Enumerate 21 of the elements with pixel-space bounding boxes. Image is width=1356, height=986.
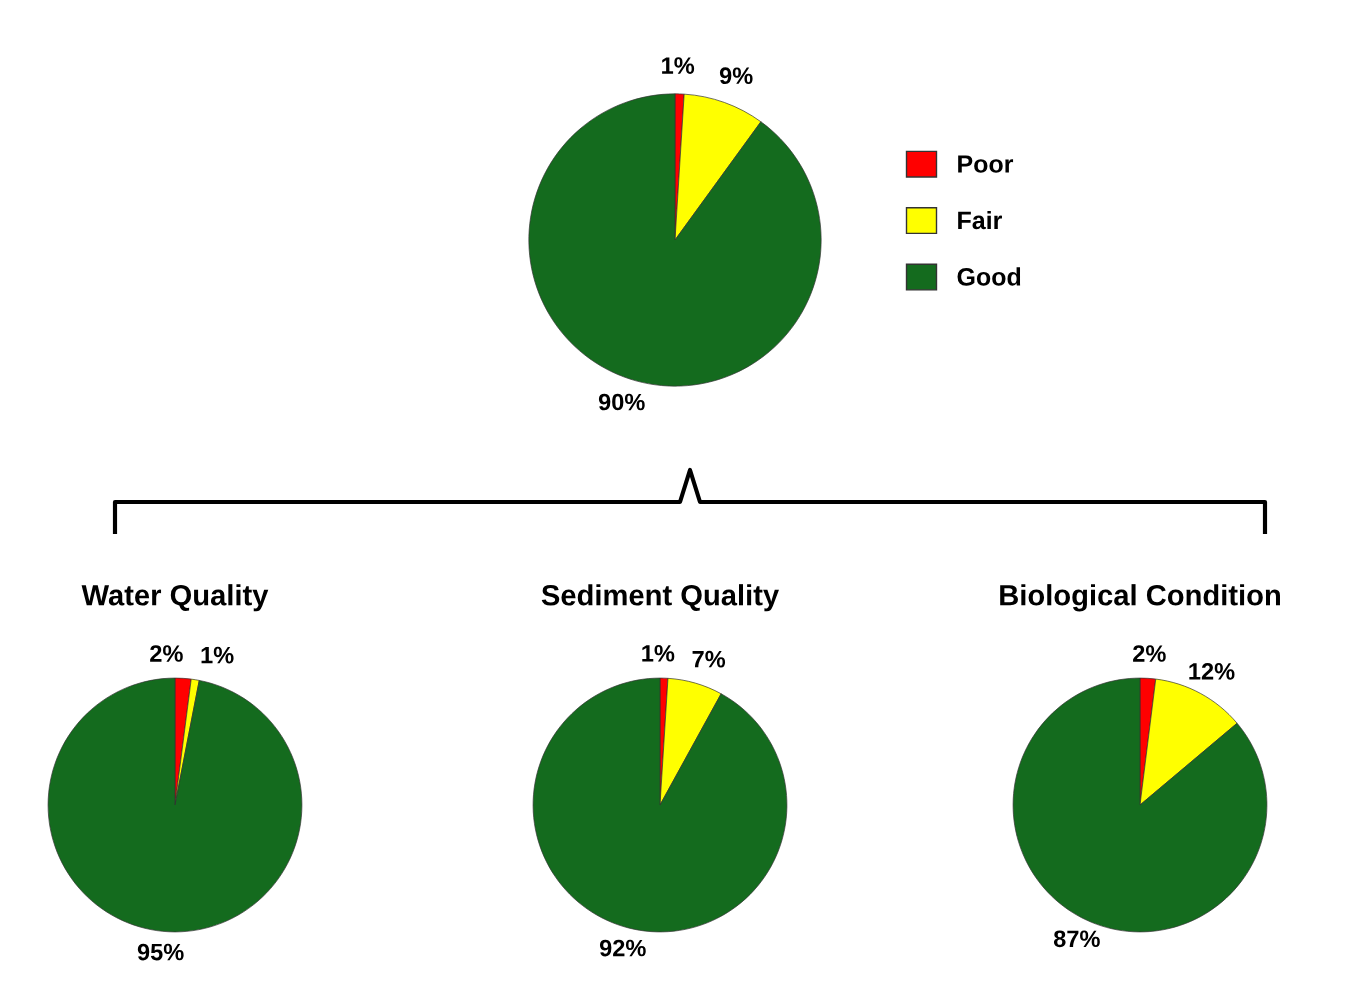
data-label: 92% [599, 939, 646, 957]
data-label: 2% [1133, 645, 1166, 662]
legend-label: Poor [958, 155, 1014, 173]
data-label: 7% [692, 650, 726, 668]
data-label: 95% [137, 943, 184, 961]
chart-title: Biological Condition [1000, 584, 1280, 612]
legend-label: Fair [958, 210, 1002, 230]
pie-slice [528, 93, 822, 387]
data-label: 1% [642, 644, 675, 662]
data-label: 1% [662, 57, 695, 74]
chart-title: Water Quality [81, 584, 269, 612]
legend-label: Good [957, 267, 1021, 286]
data-label: 1% [201, 646, 234, 664]
pie-slice [47, 677, 303, 933]
data-label: 87% [1053, 930, 1100, 948]
data-label: 12% [1189, 663, 1235, 680]
pie-slice [532, 677, 788, 933]
chart-title: Sediment Quality [541, 584, 779, 612]
data-label: 90% [598, 393, 645, 411]
data-label: 2% [150, 645, 183, 662]
data-label: 9% [719, 67, 753, 85]
